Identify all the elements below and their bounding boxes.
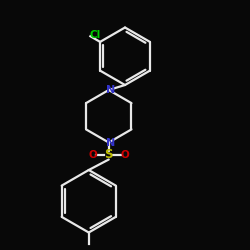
Text: S: S: [104, 148, 113, 162]
Text: O: O: [120, 150, 130, 160]
Text: N: N: [106, 85, 116, 95]
Text: O: O: [88, 150, 97, 160]
Text: Cl: Cl: [90, 30, 101, 40]
Text: N: N: [106, 138, 116, 147]
